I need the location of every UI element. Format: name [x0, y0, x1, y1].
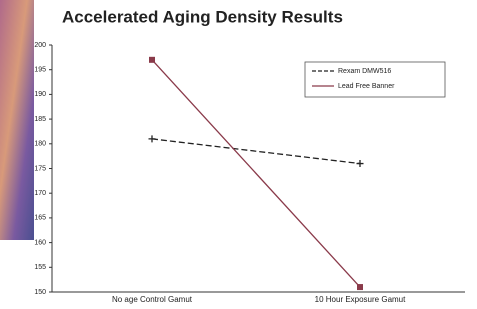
x-tick-label: 10 Hour Exposure Gamut: [315, 295, 406, 304]
y-tick-label: 195: [34, 67, 46, 74]
chart-title: Accelerated Aging Density Results: [62, 7, 343, 26]
y-tick-label: 190: [34, 91, 46, 98]
point: [149, 135, 156, 142]
point: [149, 57, 155, 63]
point: [357, 160, 364, 167]
y-tick-label: 150: [34, 289, 46, 296]
legend-label: Lead Free Banner: [338, 83, 395, 90]
y-tick-label: 200: [34, 42, 46, 49]
y-tick-label: 160: [34, 239, 46, 246]
y-tick-label: 170: [34, 190, 46, 197]
x-tick-label: No age Control Gamut: [112, 295, 193, 304]
y-tick-label: 165: [34, 215, 46, 222]
point: [357, 284, 363, 290]
y-tick-label: 155: [34, 264, 46, 271]
y-tick-label: 175: [34, 165, 46, 172]
side-photo: [0, 0, 34, 240]
y-tick-label: 185: [34, 116, 46, 123]
legend-label: Rexam DMW516: [338, 68, 391, 75]
chart: Accelerated Aging Density Results 150 155…: [0, 0, 477, 309]
y-tick-label: 180: [34, 141, 46, 148]
page: {"chart_data": {"type": "line", "title":…: [0, 0, 477, 309]
series-line: [152, 139, 360, 164]
